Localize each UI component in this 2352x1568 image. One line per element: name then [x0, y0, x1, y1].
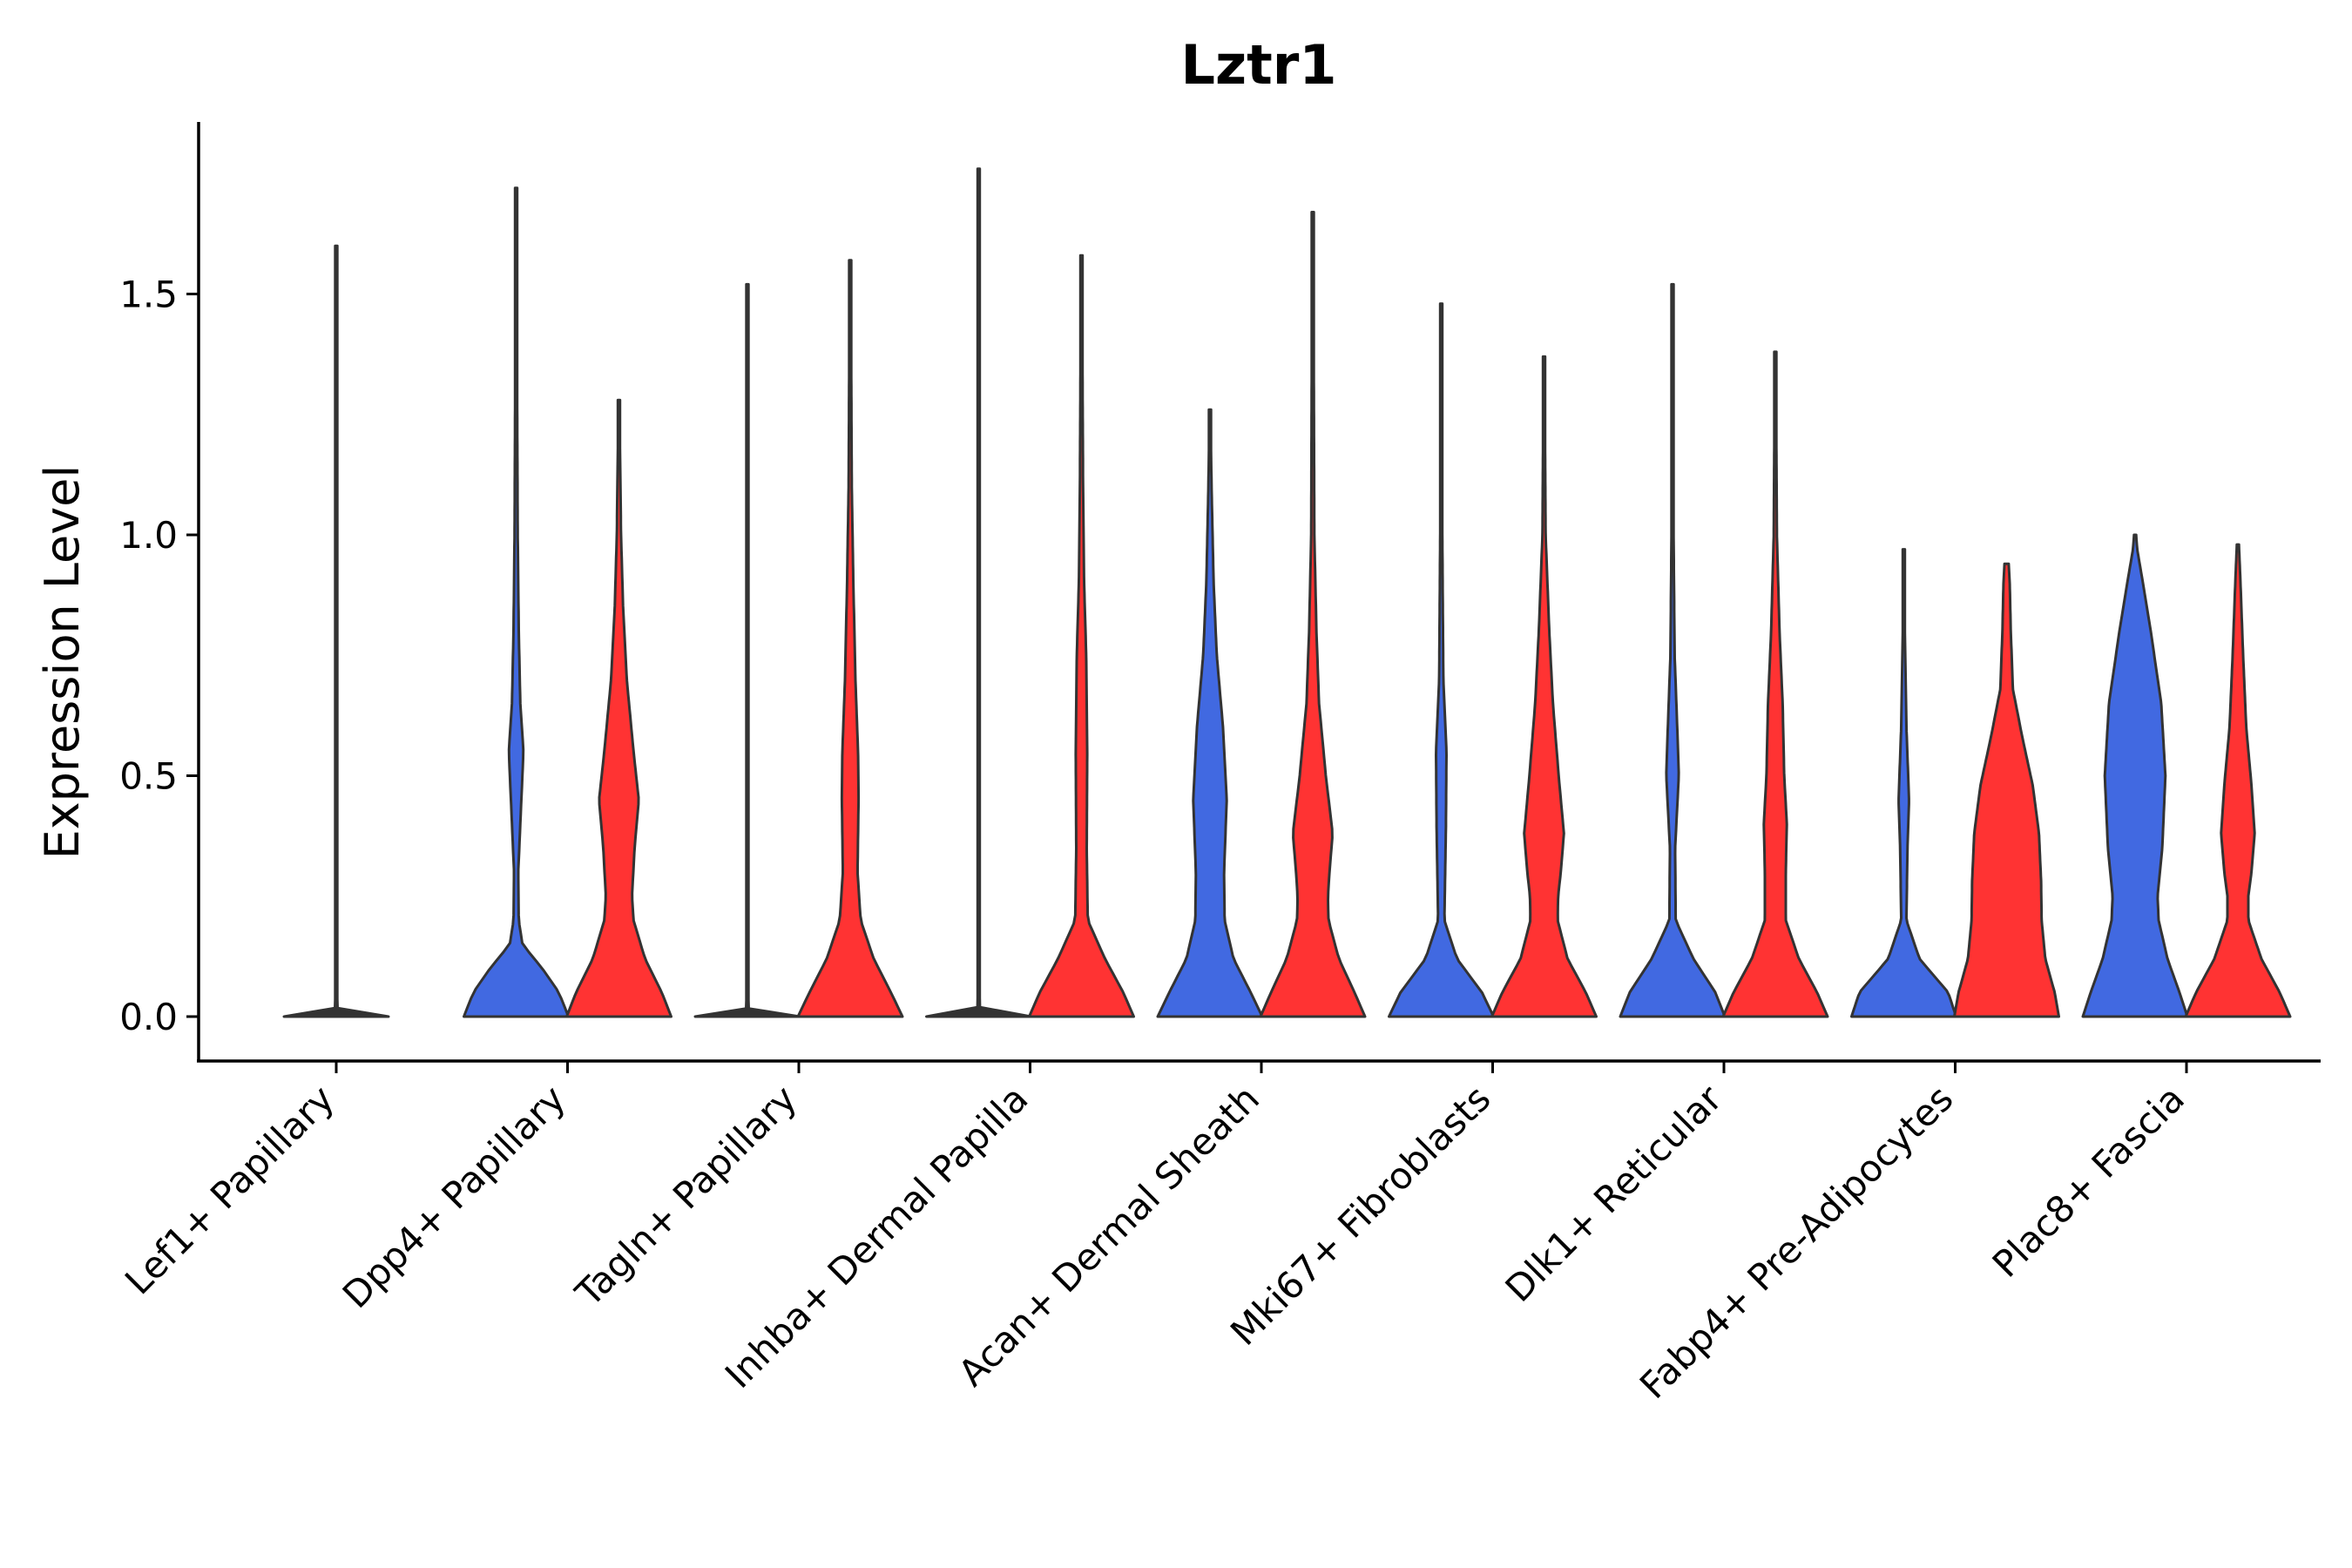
- violin-red-dpp4-papillary: [565, 398, 672, 1018]
- y-tick-label: 0.0: [119, 996, 178, 1038]
- violin-blue-plac8-fascia: [2081, 533, 2189, 1018]
- y-tick-label: 1.5: [119, 274, 178, 316]
- violin-blue-dlk1-reticular: [1619, 282, 1727, 1018]
- x-tick-label: Dpp4+ Papillary: [335, 1077, 574, 1316]
- chart-title: Lztr1: [1181, 33, 1337, 97]
- x-tick-label: Lef1+ Papillary: [117, 1077, 342, 1302]
- y-tick-label: 0.5: [119, 755, 178, 798]
- x-tick-label: Tagln+ Papillary: [567, 1077, 805, 1315]
- violin-blue-lef1-papillary: [282, 244, 390, 1018]
- y-axis-label: Expression Level: [35, 465, 90, 860]
- y-ticks: 0.0 0.5 1.0 1.5: [119, 274, 199, 1038]
- violin-red-inhba-dermal-papilla: [1028, 253, 1135, 1018]
- violin-blue-tagln-papillary: [693, 282, 801, 1018]
- violin-blue-inhba-dermal-papilla: [925, 167, 1032, 1018]
- violin-blue-dpp4-papillary: [463, 186, 570, 1018]
- violin-red-mki67-fibroblasts: [1490, 355, 1598, 1018]
- violin-red-acan-dermal-sheath: [1259, 211, 1367, 1018]
- violin-red-dlk1-reticular: [1721, 350, 1829, 1018]
- violin-red-plac8-fascia: [2184, 543, 2292, 1018]
- violin-red-fabp4-pre-adipocytes: [1953, 562, 2060, 1018]
- violins-layer: [282, 167, 2292, 1018]
- violin-blue-fabp4-pre-adipocytes: [1850, 548, 1957, 1018]
- x-tick-label: Dlk1+ Reticular: [1497, 1077, 1731, 1310]
- x-tick-label: Mki67+ Fibroblasts: [1222, 1077, 1498, 1353]
- violin-blue-mki67-fibroblasts: [1388, 302, 1495, 1018]
- violin-blue-acan-dermal-sheath: [1156, 408, 1264, 1018]
- y-tick-label: 1.0: [119, 514, 178, 557]
- x-tick-label: Plac8+ Fascia: [1984, 1077, 2193, 1285]
- violin-red-tagln-papillary: [796, 259, 904, 1018]
